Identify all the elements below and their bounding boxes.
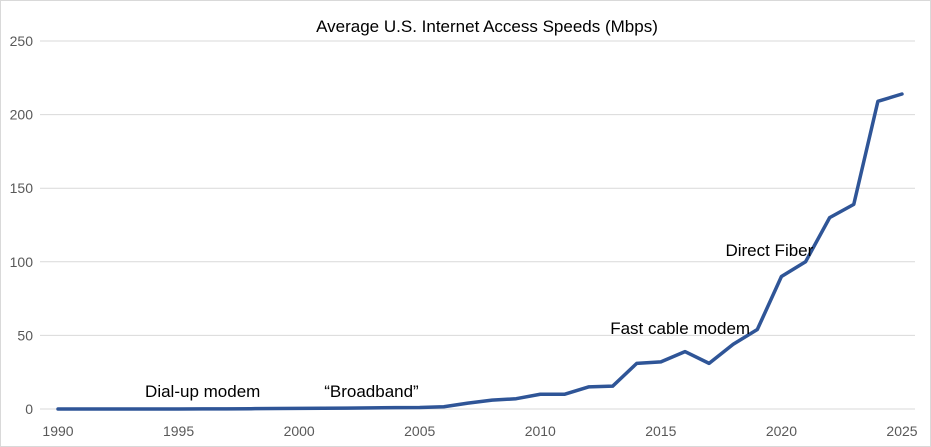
x-tick-label: 2025 bbox=[886, 423, 917, 439]
y-tick-label: 0 bbox=[25, 401, 33, 417]
annotation-label: Fast cable modem bbox=[610, 319, 750, 338]
x-tick-label: 2020 bbox=[766, 423, 797, 439]
x-tick-label: 2000 bbox=[284, 423, 315, 439]
x-tick-label: 1995 bbox=[163, 423, 194, 439]
y-tick-label: 50 bbox=[17, 327, 33, 343]
chart-title: Average U.S. Internet Access Speeds (Mbp… bbox=[316, 17, 658, 36]
annotation-label: Dial-up modem bbox=[145, 382, 260, 401]
y-tick-label: 200 bbox=[10, 107, 34, 123]
x-tick-label: 2015 bbox=[645, 423, 676, 439]
y-tick-label: 150 bbox=[10, 180, 34, 196]
x-tick-label: 2010 bbox=[525, 423, 556, 439]
annotation-label: Direct Fiber bbox=[725, 241, 813, 260]
y-tick-label: 250 bbox=[10, 33, 34, 49]
y-tick-label: 100 bbox=[10, 254, 34, 270]
x-tick-label: 2005 bbox=[404, 423, 435, 439]
series-line bbox=[56, 92, 904, 411]
annotation-label: “Broadband” bbox=[324, 382, 419, 401]
x-tick-label: 1990 bbox=[42, 423, 73, 439]
